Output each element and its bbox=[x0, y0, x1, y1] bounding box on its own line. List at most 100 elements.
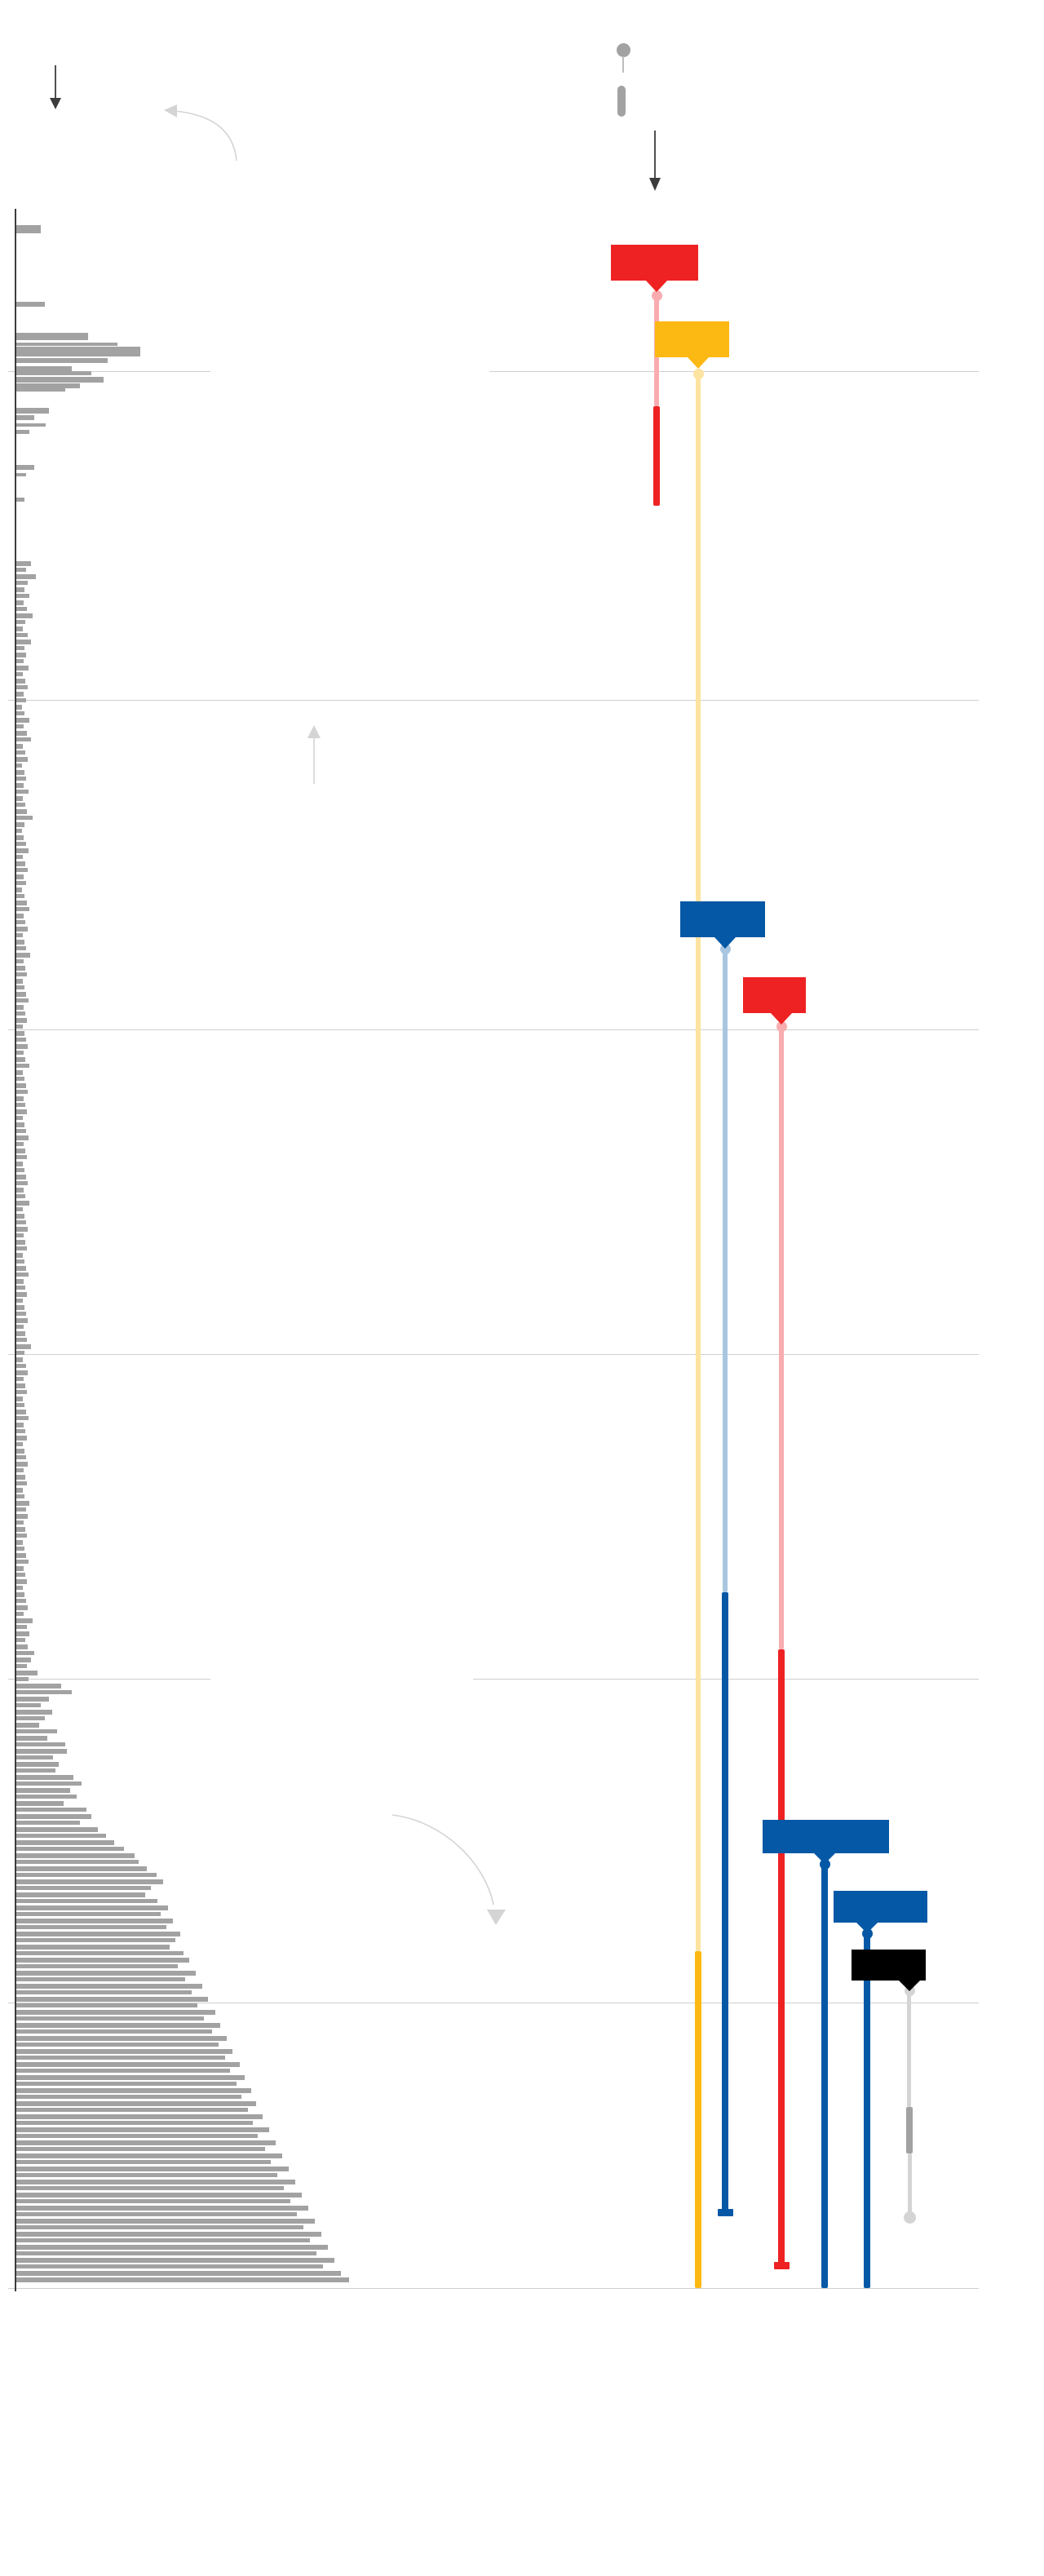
histogram-bar bbox=[16, 1436, 27, 1441]
histogram-bar bbox=[16, 1357, 23, 1362]
histogram-bar bbox=[16, 1808, 86, 1812]
histogram-bar bbox=[16, 1279, 24, 1284]
histogram-bar bbox=[16, 1077, 24, 1081]
histogram-bar bbox=[16, 1853, 135, 1858]
histogram-bar bbox=[16, 1155, 27, 1159]
histogram-bar bbox=[16, 473, 26, 476]
histogram-bar bbox=[16, 1664, 27, 1668]
histogram-bar bbox=[16, 1814, 91, 1819]
histogram-bar bbox=[16, 2238, 310, 2242]
histogram-bar bbox=[16, 2186, 284, 2190]
histogram-bar bbox=[16, 1175, 26, 1180]
callout-red-top[interactable] bbox=[611, 245, 698, 292]
callout-yellow[interactable] bbox=[655, 321, 729, 369]
histogram-bar bbox=[16, 1553, 26, 1558]
histogram-bar bbox=[16, 1207, 23, 1211]
histogram-bar bbox=[16, 796, 23, 801]
histogram-bar bbox=[16, 1644, 28, 1649]
histogram-bar bbox=[16, 1801, 64, 1806]
gridline-3 bbox=[8, 1029, 979, 1030]
histogram-bar bbox=[16, 1488, 23, 1493]
stem-tail-stem-gray-low bbox=[908, 2153, 912, 2217]
callout-black-low[interactable] bbox=[852, 1950, 926, 1991]
histogram-bar bbox=[16, 1579, 27, 1584]
histogram-bar bbox=[16, 1873, 157, 1877]
histogram-bar bbox=[16, 1031, 24, 1036]
histogram-bar bbox=[16, 1122, 24, 1127]
histogram-bar bbox=[16, 1423, 24, 1427]
gridline-1b bbox=[489, 371, 979, 372]
histogram-bar bbox=[16, 568, 26, 572]
histogram-bar bbox=[16, 2016, 204, 2021]
histogram-bar bbox=[16, 1038, 26, 1042]
histogram-bar bbox=[16, 848, 29, 853]
histogram-bar bbox=[16, 1605, 28, 1610]
histogram-bar bbox=[16, 2108, 248, 2112]
histogram-bar bbox=[16, 1932, 180, 1936]
histogram-bar bbox=[16, 750, 25, 755]
histogram-bar bbox=[16, 1468, 24, 1472]
histogram-bar bbox=[16, 2206, 308, 2211]
histogram-bar bbox=[16, 1090, 28, 1094]
histogram-bar bbox=[16, 1266, 26, 1271]
histogram-bar bbox=[16, 1338, 27, 1342]
histogram-bar bbox=[16, 1377, 24, 1381]
histogram-bar bbox=[16, 894, 24, 898]
histogram-bar bbox=[16, 1534, 27, 1538]
callout-red-mid[interactable] bbox=[743, 977, 806, 1025]
histogram-bar bbox=[16, 600, 24, 605]
stem-end-dot-stem-gray-low bbox=[904, 2211, 916, 2224]
histogram-bar bbox=[16, 587, 24, 592]
histogram-bar bbox=[16, 692, 24, 697]
histogram-bar bbox=[16, 2121, 253, 2125]
histogram-bar bbox=[16, 1677, 29, 1681]
histogram-bar bbox=[16, 1638, 25, 1642]
histogram-bar bbox=[16, 972, 27, 976]
stem-upper-stem-red-mid bbox=[779, 1026, 784, 1649]
histogram-bar bbox=[16, 2036, 227, 2041]
histogram-bar bbox=[16, 809, 27, 814]
stem-cap-stem-yellow bbox=[692, 368, 704, 379]
histogram-bar bbox=[16, 679, 25, 684]
histogram-bar bbox=[16, 1259, 24, 1264]
histogram-bar bbox=[16, 698, 26, 702]
histogram-bar bbox=[16, 1964, 178, 1968]
histogram-bar bbox=[16, 333, 88, 340]
histogram-bar bbox=[16, 2056, 225, 2060]
histogram-bar bbox=[16, 1403, 24, 1407]
histogram-bar bbox=[16, 966, 25, 971]
histogram-bar bbox=[16, 887, 22, 892]
histogram-bar bbox=[16, 731, 27, 736]
histogram-bar bbox=[16, 1886, 151, 1890]
histogram-bar bbox=[16, 855, 23, 859]
callout-blue-low2[interactable] bbox=[834, 1891, 927, 1933]
histogram-bar bbox=[16, 1253, 23, 1258]
callout-box bbox=[655, 321, 729, 357]
histogram-bar bbox=[16, 1821, 80, 1825]
histogram-bar bbox=[16, 646, 24, 650]
histogram-bar bbox=[16, 1181, 28, 1185]
histogram-bar bbox=[16, 1351, 24, 1355]
histogram-bar bbox=[16, 1892, 145, 1897]
legend-sample-bar bbox=[617, 86, 626, 117]
histogram-bar bbox=[16, 1566, 24, 1571]
histogram-bar bbox=[16, 1742, 65, 1746]
histogram-bar bbox=[16, 868, 28, 872]
histogram-bar bbox=[16, 1945, 170, 1950]
histogram-bar bbox=[16, 620, 25, 624]
gridline-baseline bbox=[8, 2288, 979, 2289]
histogram-bar bbox=[16, 2199, 290, 2203]
histogram-bar bbox=[16, 777, 26, 781]
histogram-bar bbox=[16, 1240, 25, 1245]
histogram-bar bbox=[16, 1788, 70, 1793]
callout-blue-mid[interactable] bbox=[680, 901, 765, 949]
histogram-bar bbox=[16, 1429, 25, 1433]
histogram-bar bbox=[16, 1527, 25, 1532]
histogram-bar bbox=[16, 1755, 53, 1759]
histogram-bar bbox=[16, 358, 108, 363]
callout-blue-low1[interactable] bbox=[763, 1820, 889, 1864]
histogram-bar bbox=[16, 1879, 163, 1884]
histogram-bar bbox=[16, 2277, 349, 2282]
callout-box bbox=[611, 245, 698, 281]
